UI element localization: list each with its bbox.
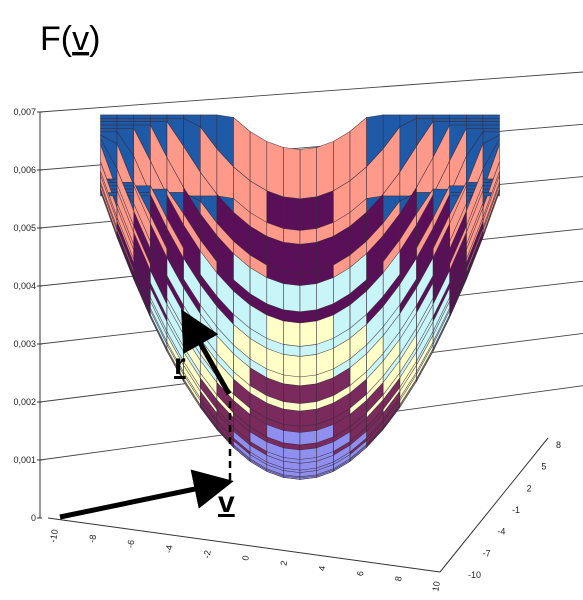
surface-cell: [166, 114, 184, 119]
z-tick-label: 0,006: [13, 165, 36, 175]
x-tick-label: 2: [278, 560, 289, 567]
surface-cell: [100, 118, 118, 122]
y-tick-label: -10: [468, 570, 481, 580]
surface-cell: [266, 141, 284, 198]
surface-cell: [116, 114, 135, 119]
x-tick-label: -2: [202, 549, 213, 559]
surface-cell: [449, 118, 467, 122]
base-edge-x: [47, 517, 441, 573]
surface-cell: [100, 121, 118, 126]
vector-r-arrow: [181, 309, 232, 396]
surface-cell: [416, 114, 434, 119]
surface-cell: [482, 121, 500, 126]
z-tick-label: 0,004: [13, 281, 36, 291]
x-tick-label: 0: [240, 555, 251, 562]
x-tick-label: 10: [430, 581, 442, 593]
title-suffix: ): [89, 20, 100, 58]
x-tick-label: -8: [87, 534, 98, 544]
surface-cell: [466, 114, 484, 119]
z-tick-label: 0,001: [13, 455, 36, 465]
z-axis-ticks: 0 0,001 0,002 0,003 0,004 0,005 0,006 0,007: [13, 107, 42, 523]
x-tick-label: -4: [163, 544, 174, 554]
surface-cell: [150, 114, 168, 119]
z-tick-label: 0,007: [13, 107, 36, 117]
surface-cell: [116, 118, 135, 122]
base-edge-y: [439, 437, 549, 573]
title-variable: v: [72, 20, 89, 58]
surface-cell: [100, 128, 118, 133]
surface-cell: [482, 128, 500, 133]
z-tick-label: 0,002: [13, 397, 36, 407]
x-tick-label: 8: [393, 575, 404, 582]
surface-cell: [432, 114, 450, 119]
surface-cell: [466, 121, 484, 126]
x-tick-label: -10: [48, 529, 60, 544]
x-axis-ticks: -10 -8 -6 -4 -2 0 2 4 6 8 10: [48, 529, 442, 593]
x-tick-label: 4: [317, 565, 328, 572]
vector-v-label: v: [218, 486, 235, 519]
surface-cell: [333, 130, 351, 192]
x-tick-label: 6: [355, 570, 366, 577]
surface-cell: [100, 124, 118, 129]
y-tick-label: -1: [512, 505, 520, 515]
z-gridline: [39, 71, 583, 113]
surface-cell: [249, 130, 268, 192]
surface-cell: [316, 141, 334, 198]
surface-cell: [283, 147, 301, 200]
surface-mesh: [100, 114, 500, 480]
y-tick-label: 5: [541, 462, 546, 472]
surface-cell: [299, 475, 317, 480]
surface-cell: [100, 114, 118, 119]
surface-cell: [133, 118, 151, 122]
surface-cell: [466, 118, 484, 122]
surface-cell: [449, 114, 467, 119]
y-axis-ticks: -10 -7 -4 -1 2 5 8: [468, 440, 561, 580]
z-tick-label: 0: [31, 513, 36, 523]
surface-cell: [116, 121, 135, 126]
x-tick-label: -6: [125, 539, 136, 549]
z-tick-label: 0,005: [13, 223, 36, 233]
vector-v-arrow: [59, 469, 234, 520]
surface-cell: [482, 118, 500, 122]
surface-cell: [482, 114, 500, 119]
surface-cell: [466, 124, 484, 129]
vector-r-label: r: [174, 348, 186, 381]
grid-lines: [39, 112, 549, 573]
chart-title: F(v): [40, 20, 100, 58]
surface-cell: [432, 118, 450, 122]
surface-cell: [150, 118, 168, 122]
z-tick-label: 0,003: [13, 339, 36, 349]
surface-cell: [449, 121, 467, 126]
y-tick-label: -7: [483, 548, 491, 558]
surface-cell: [133, 114, 151, 119]
title-prefix: F(: [40, 20, 73, 58]
y-tick-label: 8: [556, 440, 561, 450]
surface-cell: [116, 124, 134, 129]
surface-cell: [133, 121, 151, 126]
y-tick-label: 2: [527, 483, 532, 493]
y-tick-label: -4: [497, 527, 505, 537]
surface-cell: [482, 124, 500, 129]
surface-cell: [299, 147, 317, 200]
